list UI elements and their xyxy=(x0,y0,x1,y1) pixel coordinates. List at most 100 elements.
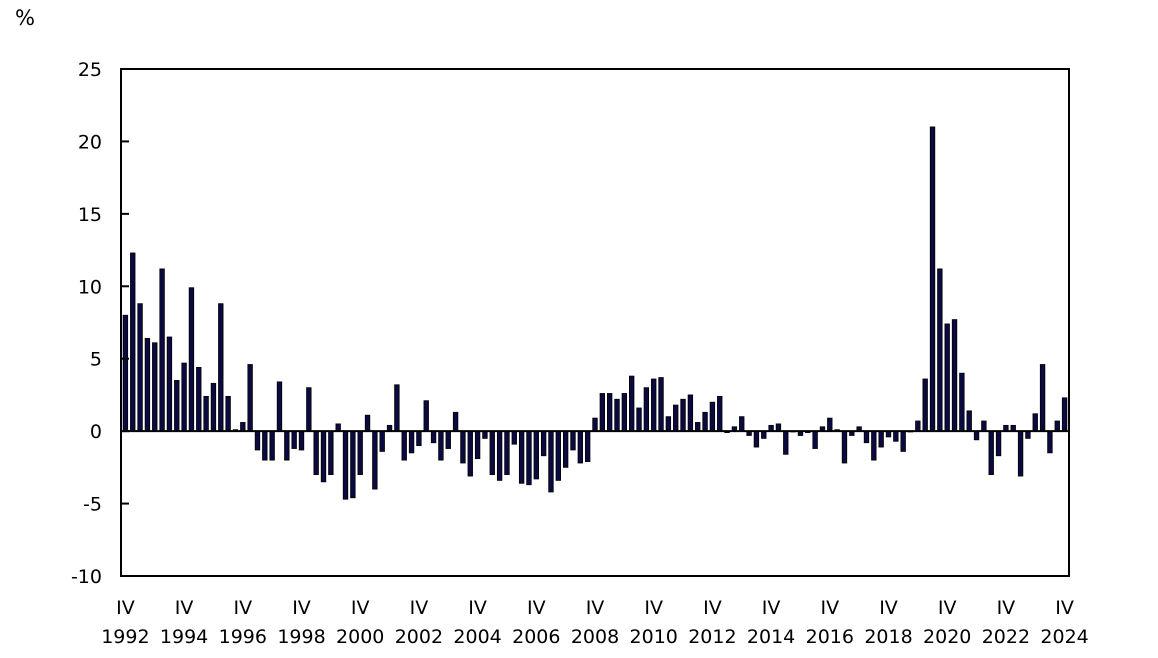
bar xyxy=(159,268,165,432)
x-tick-quarter-label: IV xyxy=(762,597,781,619)
bar xyxy=(577,430,583,464)
y-axis: 25 20 15 10 5 0 -5 -10 xyxy=(71,59,129,588)
bar xyxy=(944,323,950,432)
bar xyxy=(665,416,672,432)
x-tick-quarter-label: IV xyxy=(351,597,370,619)
bar xyxy=(959,372,965,432)
bar xyxy=(460,430,466,464)
y-tick-label: 20 xyxy=(78,131,102,153)
bar xyxy=(240,422,246,432)
bar xyxy=(951,319,958,432)
bar xyxy=(247,364,253,432)
x-tick-year-label: 2024 xyxy=(1040,626,1088,648)
bar xyxy=(438,430,444,461)
x-tick-quarter-label: IV xyxy=(410,597,429,619)
bar xyxy=(401,430,407,461)
bar-series xyxy=(122,126,1068,500)
x-tick-quarter-label: IV xyxy=(292,597,311,619)
bar xyxy=(937,268,943,432)
bar xyxy=(599,393,606,432)
bar xyxy=(658,377,664,432)
bar xyxy=(518,430,525,484)
bar xyxy=(584,430,591,462)
bar xyxy=(445,430,451,449)
bar xyxy=(878,430,884,448)
bar xyxy=(966,410,972,432)
x-tick-year-label: 2006 xyxy=(512,626,560,648)
bar xyxy=(130,252,136,432)
bar xyxy=(1061,397,1068,432)
bar xyxy=(995,430,1002,457)
bar xyxy=(504,430,510,476)
x-tick-year-label: 2002 xyxy=(395,626,443,648)
bar xyxy=(210,382,217,432)
bar xyxy=(298,430,305,451)
bar xyxy=(218,303,224,432)
x-tick-year-label: 1998 xyxy=(277,626,325,648)
bar xyxy=(614,398,620,432)
bar xyxy=(313,430,319,476)
y-tick-label: 25 xyxy=(78,59,102,81)
x-tick-year-label: 2016 xyxy=(806,626,854,648)
x-tick-quarter-label: IV xyxy=(175,597,194,619)
bar xyxy=(929,126,936,432)
bar xyxy=(533,430,539,480)
bar xyxy=(629,375,635,432)
bar xyxy=(342,430,349,500)
bar xyxy=(350,430,356,499)
bar xyxy=(702,411,708,432)
bar xyxy=(775,423,782,432)
bar xyxy=(988,430,994,476)
bar xyxy=(783,430,789,455)
bar xyxy=(1025,430,1031,439)
bar xyxy=(269,430,275,461)
x-axis: IV 1992 IV 1994 IV 1996 IV 1998 IV 2000 IV 2002 IV 20… xyxy=(101,597,1089,648)
bar xyxy=(166,336,173,432)
bar xyxy=(152,342,158,432)
x-tick-year-label: 1996 xyxy=(219,626,267,648)
bar xyxy=(1032,413,1038,432)
bar xyxy=(973,430,980,441)
bar xyxy=(144,338,151,432)
bar xyxy=(717,395,723,432)
bar xyxy=(695,422,701,432)
bar xyxy=(276,381,283,432)
x-tick-year-label: 1994 xyxy=(160,626,208,648)
bar xyxy=(687,394,694,432)
bar xyxy=(673,404,679,432)
x-tick-quarter-label: IV xyxy=(233,597,252,619)
bar xyxy=(379,430,385,452)
bar xyxy=(482,430,488,439)
bar xyxy=(467,430,473,477)
bar xyxy=(709,401,716,432)
bar xyxy=(394,384,400,432)
bar xyxy=(592,417,598,432)
bar xyxy=(357,430,363,476)
bar xyxy=(871,430,877,461)
bar xyxy=(328,430,334,476)
bar xyxy=(863,430,870,444)
bar xyxy=(262,430,268,461)
bar xyxy=(188,287,195,432)
x-tick-year-label: 2008 xyxy=(571,626,619,648)
x-tick-quarter-label: IV xyxy=(938,597,957,619)
x-tick-year-label: 2010 xyxy=(630,626,678,648)
y-tick-label: -10 xyxy=(71,566,102,588)
bar xyxy=(643,387,650,432)
bar xyxy=(423,400,429,432)
bar xyxy=(335,423,341,432)
x-tick-quarter-label: IV xyxy=(527,597,546,619)
y-tick-label: 0 xyxy=(90,421,102,443)
bar xyxy=(430,430,437,444)
bar xyxy=(416,430,422,447)
y-axis-unit-label: % xyxy=(15,6,35,30)
x-tick-quarter-label: IV xyxy=(644,597,663,619)
bar xyxy=(981,420,987,432)
bar xyxy=(562,430,569,468)
bar xyxy=(540,430,547,457)
bar xyxy=(651,378,657,432)
bar xyxy=(1054,420,1060,432)
bar xyxy=(1047,430,1053,454)
bar xyxy=(474,430,481,460)
bar xyxy=(122,314,129,432)
